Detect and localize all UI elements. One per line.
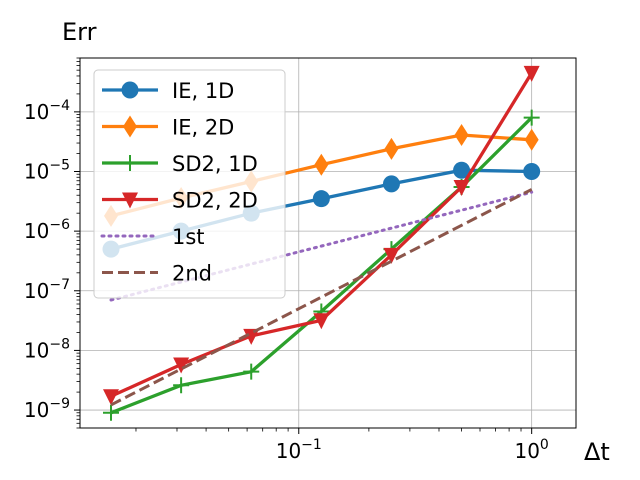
x-tick-label: 10−1	[276, 437, 322, 463]
legend-label-2nd: 2nd	[172, 262, 212, 286]
data-point-sd2-1d	[523, 109, 540, 126]
legend-label-ie-1d: IE, 1D	[172, 79, 234, 103]
series-2nd	[110, 188, 533, 407]
data-point-ie-2d	[314, 153, 329, 176]
y-tick-label: 10−7	[24, 277, 70, 303]
legend-marker-ie-1d	[121, 81, 139, 99]
y-tick-label: 10−4	[24, 98, 70, 124]
x-tick-label: 100	[514, 437, 548, 463]
data-point-sd2-2d	[523, 65, 540, 82]
series-line-2nd	[110, 188, 533, 407]
data-point-sd2-2d	[313, 313, 330, 330]
data-point-ie-2d	[454, 123, 469, 146]
data-point-ie-1d	[312, 190, 330, 208]
legend-marker-sd2-1d	[122, 155, 138, 171]
data-point-sd2-2d	[383, 247, 400, 264]
data-point-sd2-1d	[103, 404, 120, 421]
data-point-ie-1d	[453, 161, 471, 179]
legend-label-sd2-1d: SD2, 1D	[172, 152, 258, 176]
y-tick-label: 10−9	[24, 396, 70, 422]
y-tick-label: 10−6	[24, 217, 70, 243]
data-point-sd2-2d	[453, 179, 470, 196]
legend-marker-ie-2d	[123, 115, 137, 138]
legend-marker-sd2-2d	[122, 192, 138, 209]
data-point-ie-2d	[524, 128, 539, 151]
data-point-sd2-2d	[103, 389, 120, 406]
legend-label-ie-2d: IE, 2D	[172, 116, 234, 140]
series-sd2-2d	[103, 65, 540, 406]
data-point-sd2-2d	[173, 357, 190, 374]
legend-label-sd2-2d: SD2, 2D	[172, 189, 258, 213]
data-point-sd2-1d	[173, 377, 190, 394]
data-point-sd2-2d	[243, 328, 260, 345]
x-axis-label: Δt	[584, 438, 610, 466]
data-point-ie-2d	[384, 137, 399, 160]
axes-frame	[79, 57, 577, 429]
data-point-ie-1d	[523, 162, 541, 180]
y-axis-label: Err	[62, 18, 97, 46]
y-tick-label: 10−5	[24, 157, 70, 183]
legend-label-1st: 1st	[172, 225, 205, 249]
data-point-ie-1d	[382, 175, 400, 193]
y-tick-label: 10−8	[24, 336, 70, 362]
legend: IE, 1D IE, 2D SD2, 1D SD2, 2D 1st 2nd	[93, 69, 286, 299]
data-point-sd2-1d	[243, 363, 260, 380]
